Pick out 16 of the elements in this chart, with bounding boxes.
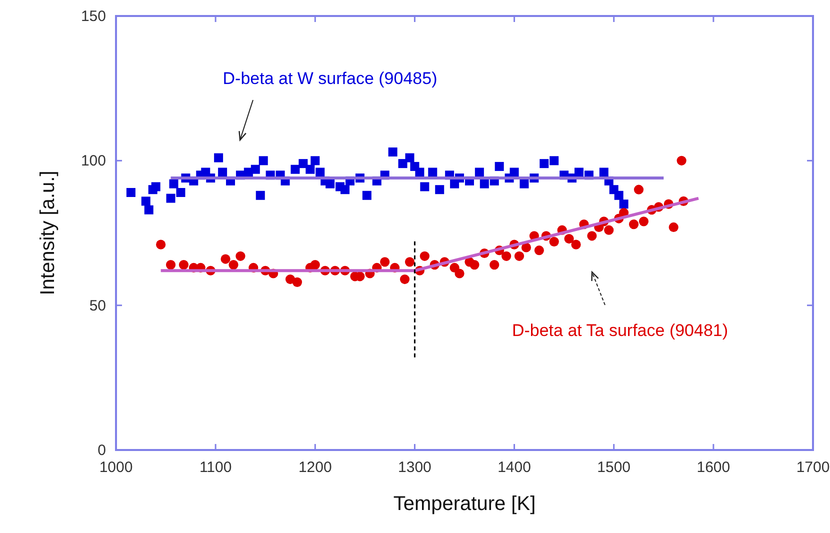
x-tick-label: 1600	[696, 459, 730, 476]
y-tick-label: 0	[98, 442, 106, 459]
annotation: D-beta at W surface (90485)	[222, 69, 438, 88]
y-tick-label: 100	[80, 152, 106, 170]
x-tick-label: 1400	[498, 459, 531, 476]
x-tick-label: 1100	[199, 459, 232, 476]
annotation: D-beta at Ta surface (90481)	[512, 321, 728, 340]
x-tick-label: 1200	[298, 459, 332, 476]
x-tick-label: 1300	[398, 459, 432, 476]
x-tick-label: 1700	[796, 459, 830, 476]
y-axis-title: Intensity [a.u.]	[37, 170, 59, 296]
y-tick-label: 150	[80, 8, 106, 25]
x-axis-title: Temperature [K]	[393, 493, 536, 515]
y-tick-label: 50	[89, 297, 106, 314]
x-tick-label: 1000	[99, 459, 133, 476]
x-tick-label: 1500	[597, 459, 631, 476]
